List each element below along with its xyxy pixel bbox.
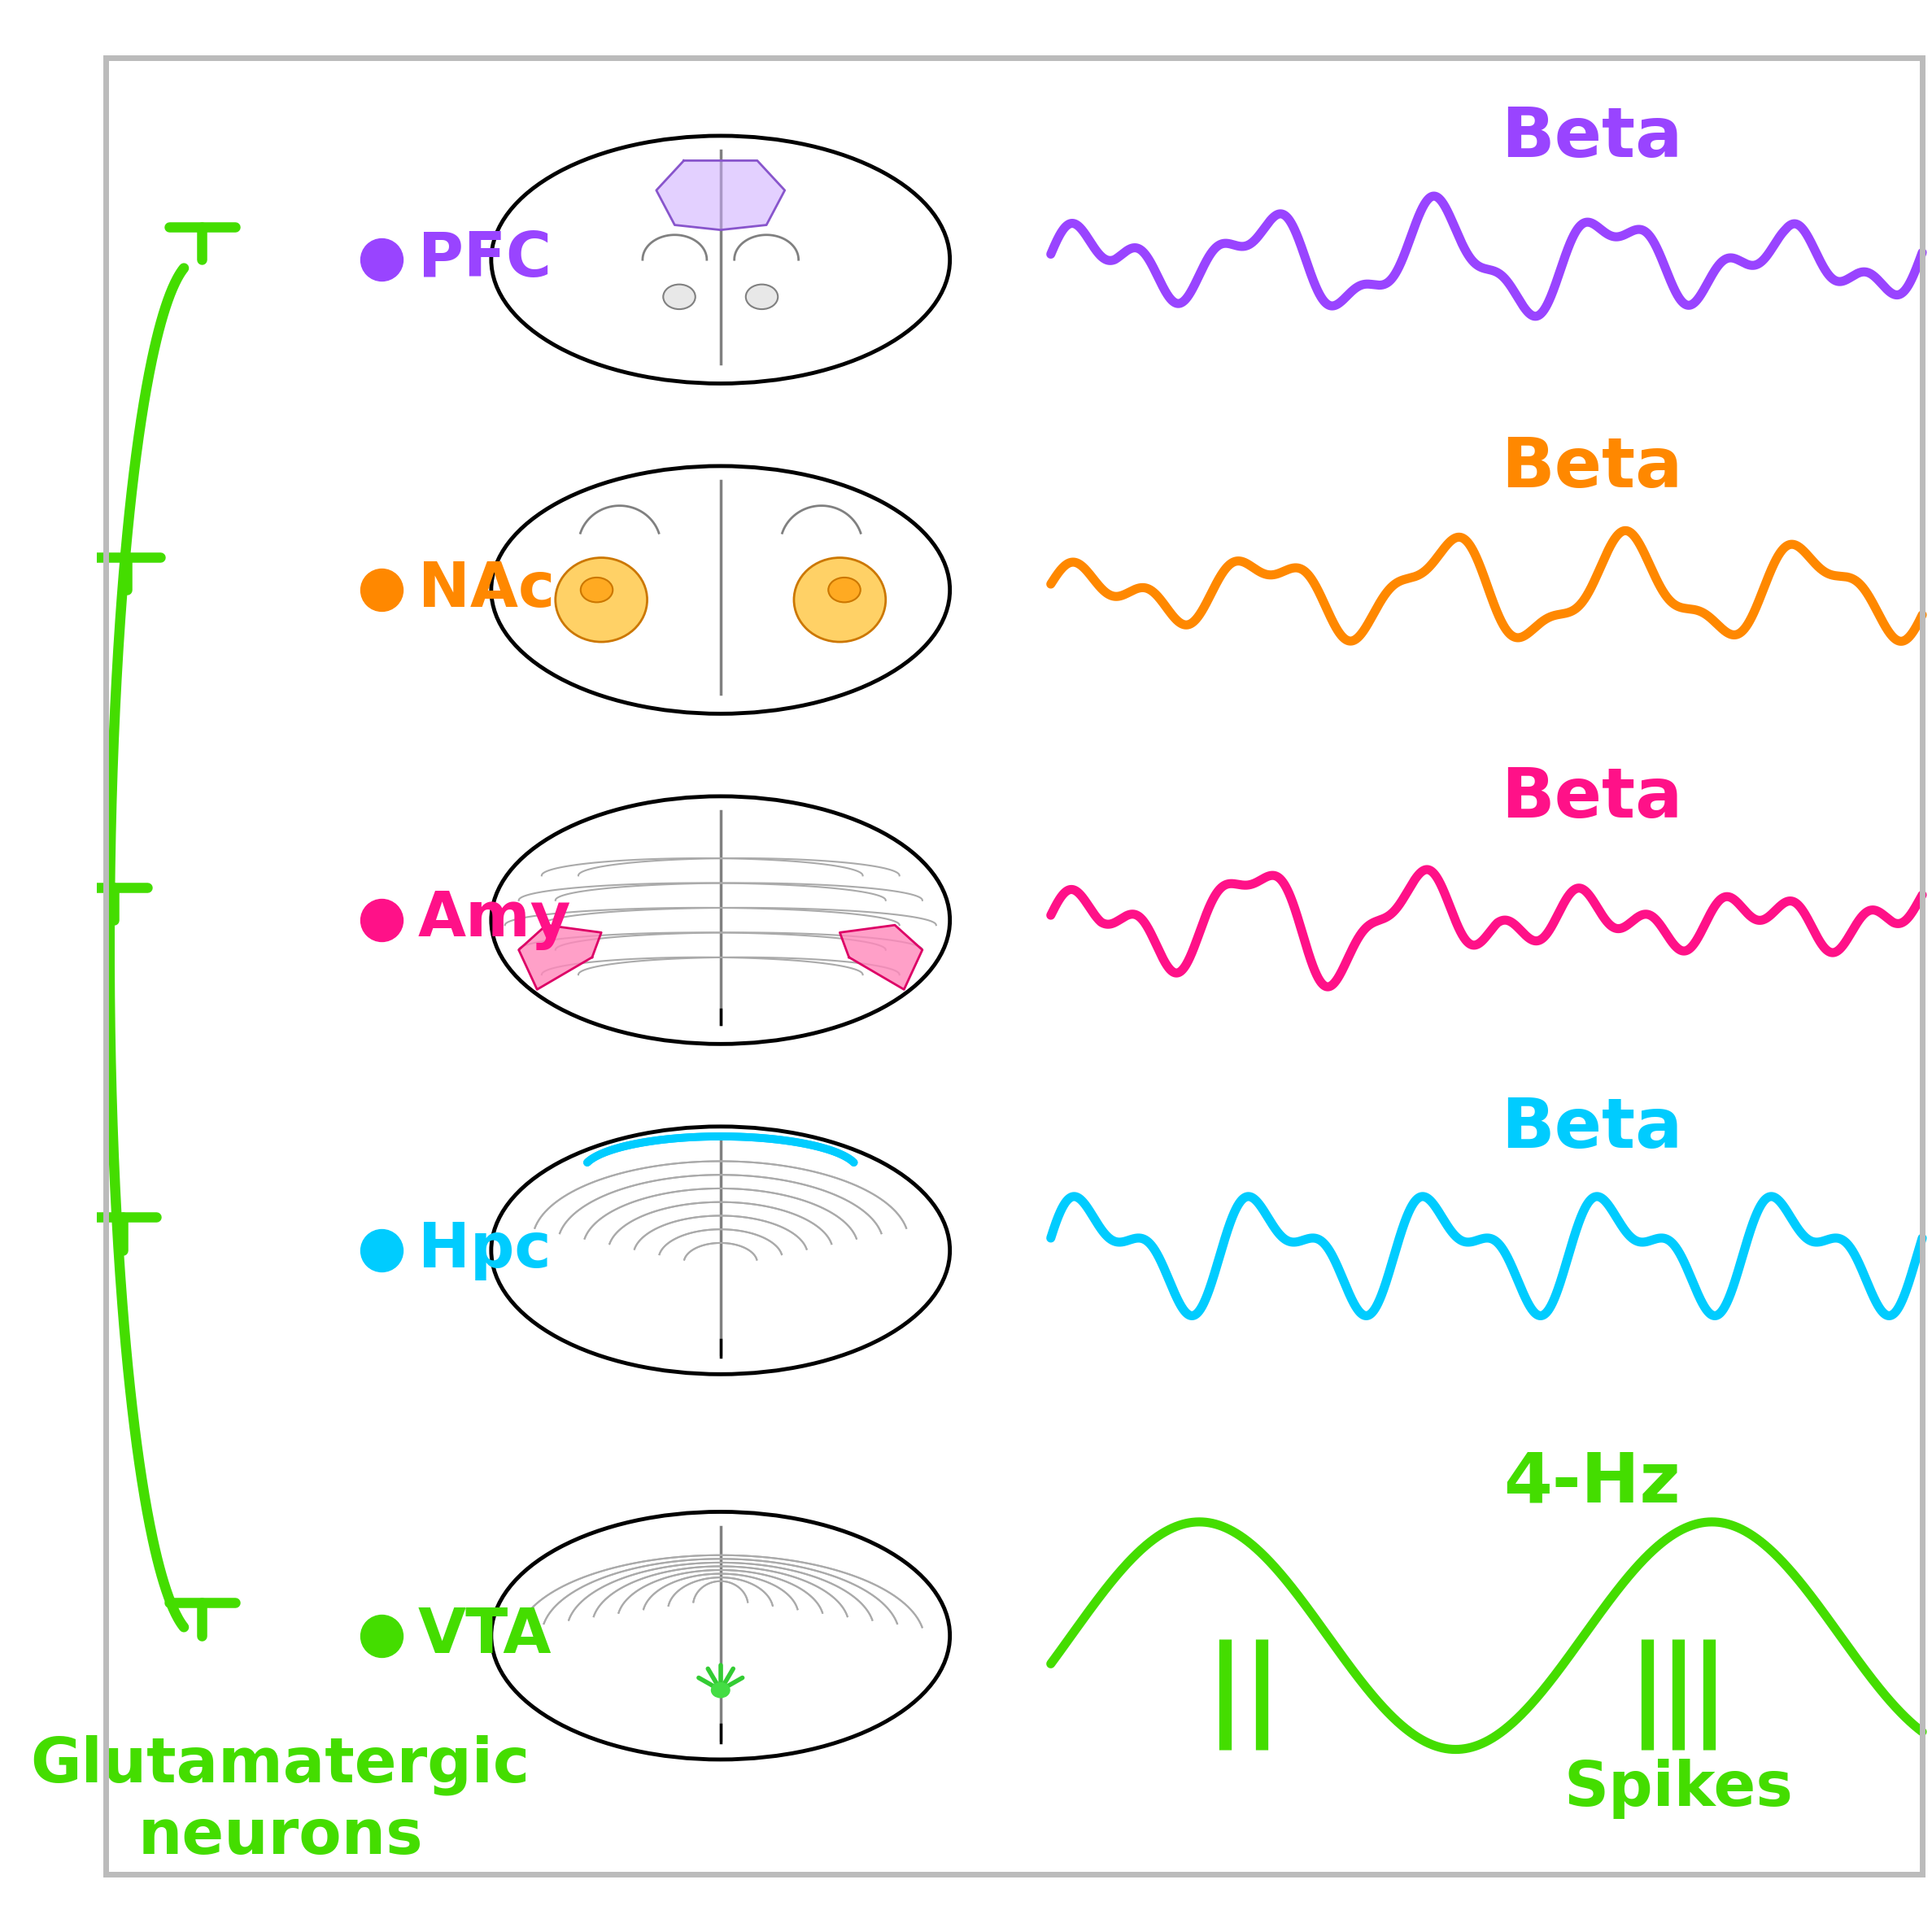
Ellipse shape [491,796,951,1043]
Ellipse shape [491,1513,951,1760]
Ellipse shape [794,558,885,641]
Polygon shape [840,925,922,989]
Ellipse shape [746,284,779,309]
Ellipse shape [663,284,696,309]
Point [365,574,396,605]
Text: Hpc: Hpc [417,1221,551,1281]
Text: PFC: PFC [417,230,551,290]
Text: Beta: Beta [1501,435,1683,502]
Ellipse shape [554,558,647,641]
Text: NAc: NAc [417,560,554,620]
Ellipse shape [711,1683,730,1698]
Text: 4-Hz: 4-Hz [1503,1449,1681,1517]
Point [365,1621,396,1652]
Ellipse shape [491,1126,951,1374]
Text: Glutamatergic
neurons: Glutamatergic neurons [31,1735,529,1866]
Ellipse shape [582,578,612,603]
Polygon shape [657,160,784,230]
Text: Amy: Amy [417,891,572,951]
Polygon shape [518,925,601,989]
Text: Spikes: Spikes [1563,1758,1793,1818]
Ellipse shape [491,135,951,383]
Point [365,904,396,935]
Ellipse shape [829,578,860,603]
Text: Beta: Beta [1501,1095,1683,1163]
Text: Beta: Beta [1501,104,1683,172]
Text: Beta: Beta [1501,765,1683,833]
Ellipse shape [491,466,951,713]
Point [365,1235,396,1265]
Point [365,243,396,274]
Text: VTA: VTA [417,1605,553,1665]
